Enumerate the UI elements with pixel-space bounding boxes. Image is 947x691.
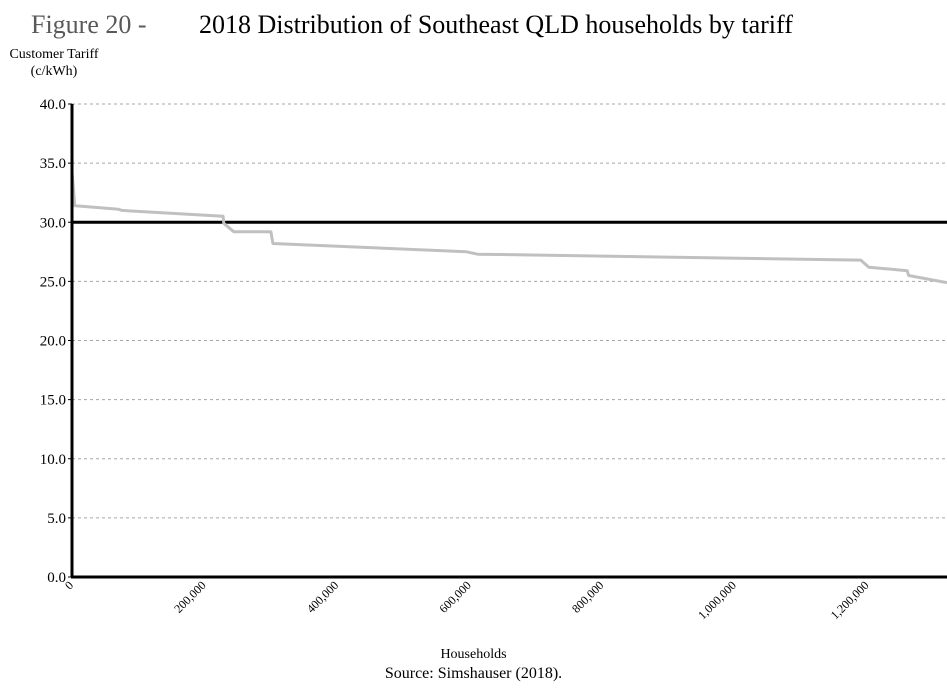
- figure-label: Figure 20 -: [31, 10, 147, 39]
- y-tick-label: 0.0: [47, 570, 66, 586]
- y-tick-label: 25.0: [40, 274, 66, 290]
- y-tick-label: 20.0: [40, 334, 66, 350]
- chart-title: 2018 Distribution of Southeast QLD house…: [199, 10, 793, 39]
- x-tick-label: 1,200,000: [828, 578, 872, 622]
- series-line: [70, 172, 947, 285]
- x-tick-label: 1,000,000: [695, 578, 739, 622]
- x-tick-label: 0: [62, 578, 76, 592]
- x-tick-label: 200,000: [171, 578, 208, 615]
- source-note: Source: Simshauser (2018).: [384, 665, 563, 682]
- series-group: [70, 172, 947, 285]
- y-tick-label: 40.0: [40, 97, 66, 113]
- x-tick-label: 400,000: [304, 578, 341, 615]
- y-tick-label: 30.0: [40, 215, 66, 231]
- gridlines: [72, 103, 947, 519]
- axes: [68, 103, 947, 579]
- y-tick-label: 35.0: [40, 156, 66, 172]
- y-tick-labels: 0.0 5.0 10.0 15.0 20.0 25.0 30.0 35.0 40.0: [40, 97, 66, 586]
- y-tick-label: 10.0: [40, 452, 66, 468]
- y-axis-label-line-2: (c/kWh): [30, 64, 78, 79]
- x-tick-labels: 0 200,000 400,000 600,000 800,000 1,000,000 1,…: [62, 578, 872, 622]
- x-tick-label: 800,000: [569, 578, 606, 615]
- y-tick-label: 15.0: [40, 393, 66, 409]
- x-tick-label: 600,000: [436, 578, 473, 615]
- y-axis-label-line-1: Customer Tariff: [9, 47, 99, 62]
- y-axis-label: Customer Tariff (c/kWh): [6, 46, 102, 80]
- x-axis-label: Households: [440, 647, 507, 662]
- y-tick-label: 5.0: [47, 511, 66, 527]
